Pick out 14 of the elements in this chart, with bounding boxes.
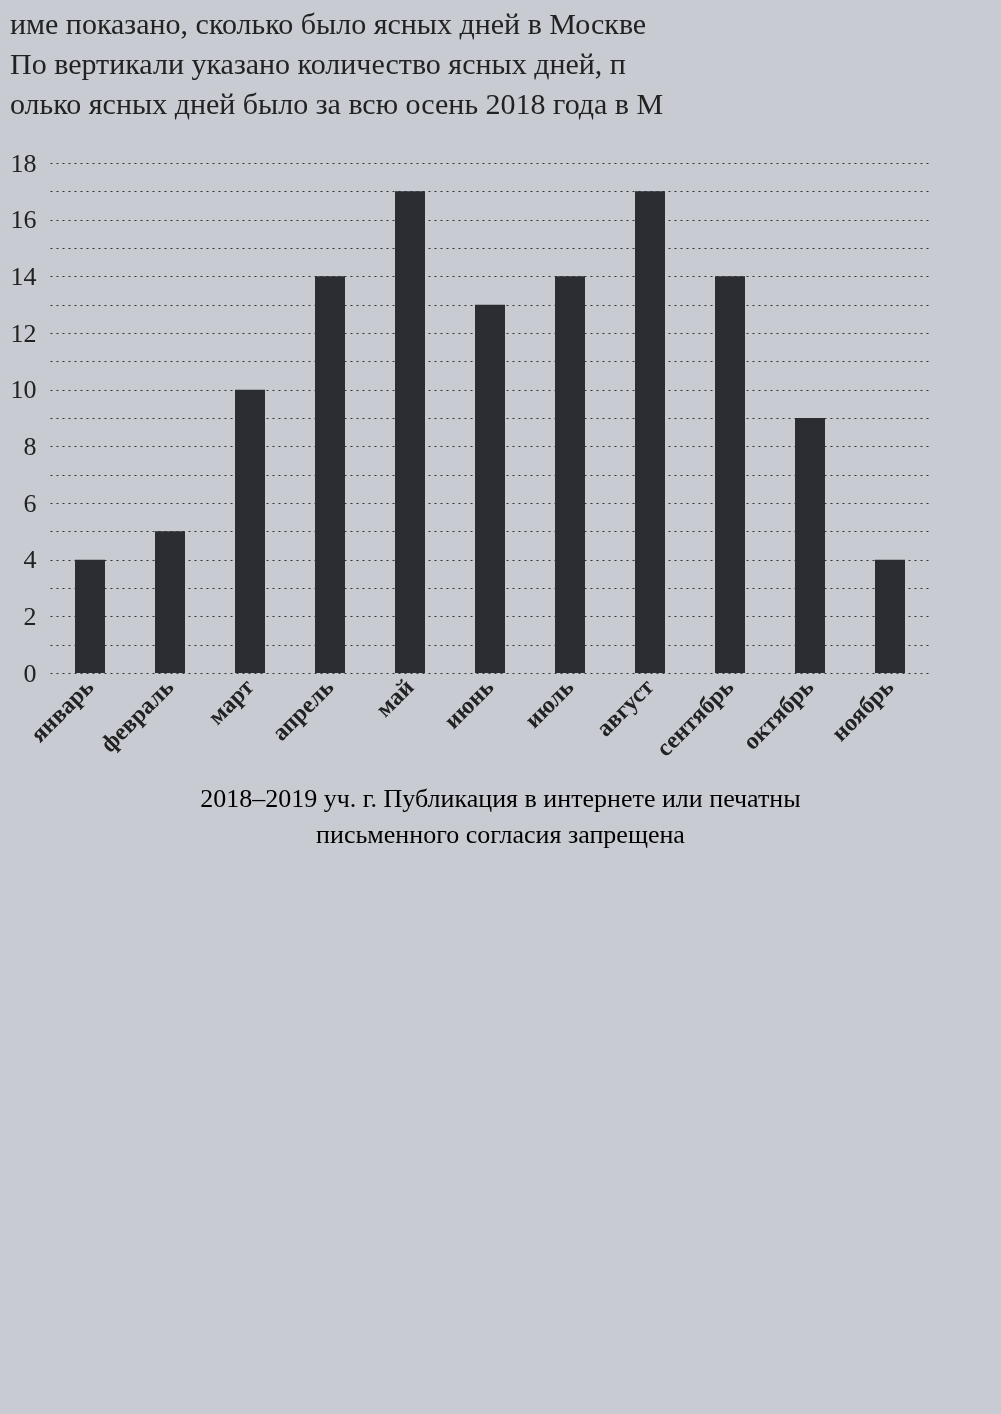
x-tick-label: май: [370, 673, 419, 722]
text: 2018–2019 уч. г. Публикация в интернете или печатны: [199, 783, 802, 815]
y-tick-label: 0: [23, 658, 37, 688]
chart-title: име показано, сколько было ясных дней в Москве По вертикали указано количество ясных дней, п олько ясных дней было за всю осень 2018 года в М: [10, 7, 664, 120]
y-tick-label: 14: [10, 261, 37, 291]
y-tick-label: 18: [10, 148, 37, 178]
y-tick-label: 2: [23, 601, 37, 631]
text: письменного согласия запрещена: [315, 819, 686, 852]
y-tick-label: 10: [10, 375, 37, 405]
y-tick-label: 16: [10, 205, 37, 235]
y-tick-label: 8: [23, 431, 37, 461]
y-tick-label: 12: [10, 318, 37, 348]
y-tick-label: 4: [23, 545, 37, 575]
y-tick-label: 6: [23, 488, 37, 518]
